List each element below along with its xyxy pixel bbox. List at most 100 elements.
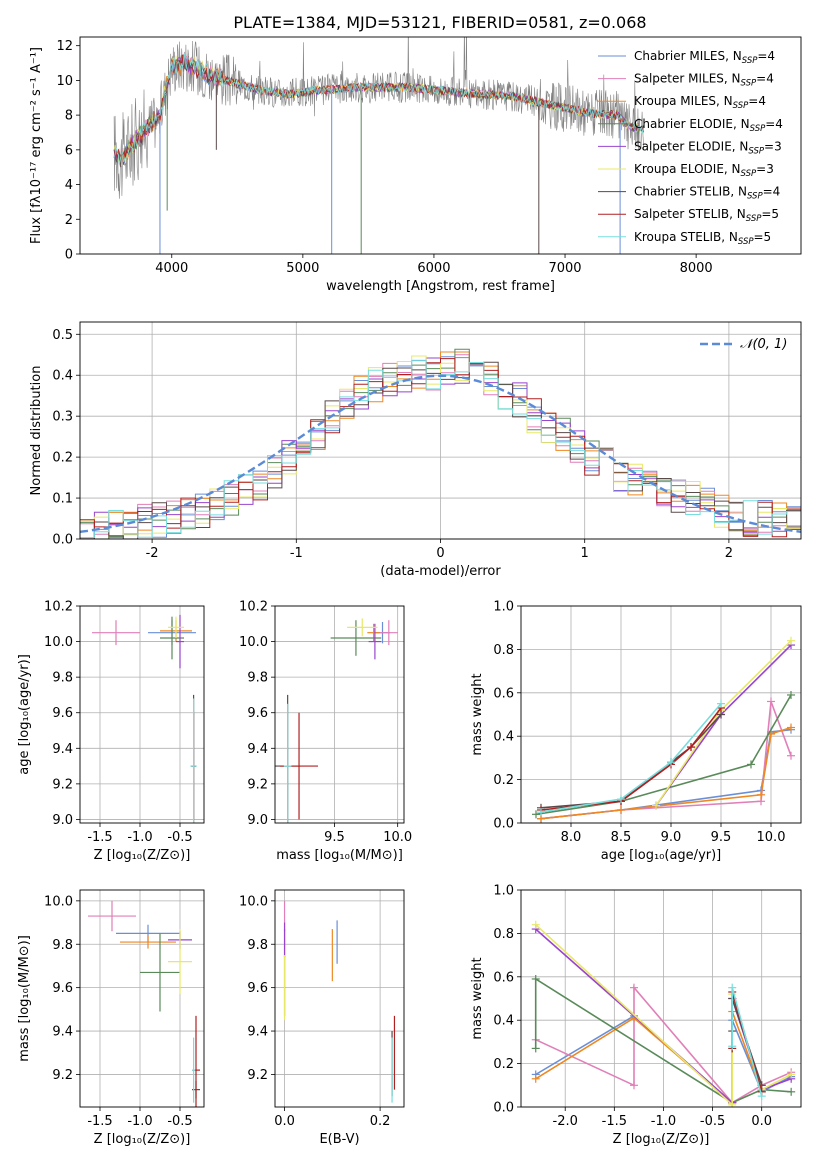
legend-entry: Salpeter MILES, NSSP=4	[634, 72, 774, 89]
error-point-5	[176, 614, 184, 669]
mass-weight-marker	[537, 808, 545, 817]
x-tick-label: -1.5	[87, 1114, 112, 1129]
y-axis-label: mass weight	[470, 957, 485, 1039]
x-tick-label: 1	[581, 546, 589, 561]
panel-mass-weight-vs-age: 8.0 8.5 9.0 9.5 10.0 0.0 0.2 0.4 0.6 0.8 1.0 age [l…	[470, 600, 802, 863]
plot-area-age-vs-mass	[275, 618, 398, 823]
mass-weight-line-3	[535, 1011, 763, 1105]
y-tick-label: 0.4	[52, 369, 73, 384]
error-point-2	[88, 900, 136, 932]
residual-histogram-9	[80, 360, 801, 538]
error-point-2	[92, 620, 140, 646]
x-axis-label: Z [log₁₀(Z/Z⊙)]	[94, 848, 191, 863]
plot-area-age-vs-Z	[92, 614, 197, 823]
mass-weight-marker	[767, 697, 775, 706]
y-tick-label: 9.2	[52, 777, 73, 792]
y-tick-label: 0.2	[493, 1057, 514, 1072]
error-point-9	[192, 1037, 196, 1103]
y-axis-label: Flux [fλ10⁻¹⁷ erg cm⁻² s⁻¹ A⁻¹]	[29, 47, 44, 244]
y-tick-label: 9.4	[247, 1025, 268, 1040]
mass-weight-marker	[531, 920, 540, 929]
x-tick-label: -0.5	[167, 830, 192, 845]
y-tick-label: 9.2	[247, 777, 268, 792]
error-point-3	[367, 623, 380, 642]
y-tick-label: 0.0	[52, 533, 73, 548]
y-tick-label: 9.4	[247, 742, 268, 757]
y-tick-label: 9.0	[52, 813, 73, 828]
mass-weight-line-8	[540, 707, 722, 811]
x-tick-label: 0	[436, 546, 444, 561]
y-tick-label: 0.4	[493, 1014, 514, 1029]
mass-weight-marker	[728, 1042, 737, 1051]
x-tick-label: -2.0	[553, 1114, 578, 1129]
y-tick-label: 9.8	[52, 671, 73, 686]
mass-weight-marker	[757, 1092, 766, 1101]
y-tick-label: 10.0	[44, 894, 73, 909]
legend-entry: Kroupa MILES, NSSP=4	[634, 94, 766, 111]
x-tick-label: -1.5	[602, 1114, 627, 1129]
x-tick-label: -2	[146, 546, 159, 561]
mass-weight-marker	[787, 636, 795, 645]
mass-weight-marker	[532, 810, 540, 819]
y-tick-label: 6	[65, 143, 73, 158]
y-axis-label: mass weight	[470, 673, 485, 755]
error-point-6	[168, 929, 192, 995]
x-axis-label: wavelength [Angstrom, rest frame]	[326, 279, 555, 294]
axes-frame	[274, 605, 405, 824]
y-tick-label: 0.8	[493, 643, 514, 658]
axes-frame	[274, 889, 405, 1108]
mass-weight-marker	[629, 1081, 638, 1090]
y-tick-label: 10.0	[239, 635, 268, 650]
error-point-5	[368, 623, 382, 660]
x-tick-label: 8.0	[561, 830, 582, 845]
legend-entry: Salpeter STELIB, NSSP=5	[634, 207, 779, 224]
y-tick-label: 9.2	[52, 1068, 73, 1083]
error-point-3	[120, 935, 176, 949]
axes-frame	[520, 889, 802, 1108]
x-tick-label: 0.0	[274, 1114, 295, 1129]
mass-weight-marker	[757, 790, 765, 799]
model-spectrum-9	[113, 53, 645, 165]
y-axis-label: mass [log₁₀(M/M⊙)]	[17, 935, 32, 1062]
y-tick-label: 0.8	[493, 927, 514, 942]
x-tick-label: 5000	[286, 261, 319, 276]
mass-weight-marker	[687, 743, 695, 752]
y-tick-label: 10.2	[239, 600, 268, 615]
mass-weight-marker	[787, 690, 795, 699]
model-spectrum-5	[113, 57, 644, 167]
y-tick-label: 10.0	[239, 894, 268, 909]
error-point-2	[379, 620, 398, 646]
y-tick-label: 9.8	[247, 938, 268, 953]
y-tick-label: 0.3	[52, 410, 73, 425]
y-tick-label: 10.2	[44, 600, 73, 615]
mass-weight-line-9	[731, 987, 763, 1097]
mass-weight-marker	[787, 723, 795, 732]
x-tick-label: 9.0	[661, 830, 682, 845]
x-tick-label: 7000	[548, 261, 581, 276]
axes-frame	[79, 321, 802, 540]
y-tick-label: 9.0	[247, 813, 268, 828]
y-tick-label: 0.4	[493, 730, 514, 745]
mass-weight-marker	[617, 805, 625, 814]
legend-entry: Kroupa ELODIE, NSSP=3	[634, 162, 774, 179]
y-tick-label: 9.8	[247, 671, 268, 686]
y-tick-label: 0.1	[52, 492, 73, 507]
y-tick-label: 9.6	[52, 981, 73, 996]
mass-weight-marker	[787, 1087, 796, 1096]
x-tick-label: 8000	[680, 261, 713, 276]
mass-weight-marker	[717, 699, 725, 708]
y-tick-label: 10	[56, 74, 73, 89]
y-tick-label: 0.2	[52, 451, 73, 466]
mass-weight-marker	[728, 983, 737, 992]
plot-area-mass-vs-EBV	[283, 900, 396, 1103]
mass-weight-line-9	[540, 703, 722, 813]
error-point-4	[330, 620, 382, 656]
y-tick-label: 0.6	[493, 970, 514, 985]
mass-weight-marker	[787, 751, 795, 760]
axes-frame	[79, 36, 802, 255]
y-tick-label: 0.0	[493, 1101, 514, 1116]
y-tick-label: 2	[65, 213, 73, 228]
error-point-6	[168, 616, 184, 639]
y-tick-label: 9.8	[52, 938, 73, 953]
y-tick-label: 1.0	[493, 884, 514, 899]
